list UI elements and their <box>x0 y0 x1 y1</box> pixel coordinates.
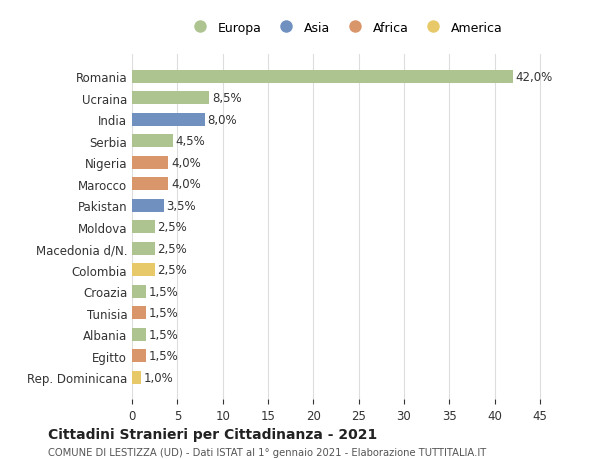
Text: 1,5%: 1,5% <box>148 307 178 319</box>
Bar <box>132 371 141 384</box>
Text: COMUNE DI LESTIZZA (UD) - Dati ISTAT al 1° gennaio 2021 - Elaborazione TUTTITALI: COMUNE DI LESTIZZA (UD) - Dati ISTAT al … <box>48 447 486 457</box>
Bar <box>132 263 155 276</box>
Bar <box>132 242 155 255</box>
Text: 4,0%: 4,0% <box>171 178 201 191</box>
Bar <box>132 157 168 169</box>
Text: 2,5%: 2,5% <box>157 221 187 234</box>
Text: 8,0%: 8,0% <box>207 113 237 127</box>
Text: 42,0%: 42,0% <box>515 71 553 84</box>
Text: 2,5%: 2,5% <box>157 242 187 255</box>
Bar <box>132 135 173 148</box>
Text: 8,5%: 8,5% <box>212 92 241 105</box>
Bar <box>132 92 209 105</box>
Text: Cittadini Stranieri per Cittadinanza - 2021: Cittadini Stranieri per Cittadinanza - 2… <box>48 427 377 441</box>
Bar <box>132 113 205 127</box>
Text: 4,0%: 4,0% <box>171 157 201 169</box>
Legend: Europa, Asia, Africa, America: Europa, Asia, Africa, America <box>182 17 508 39</box>
Bar <box>132 221 155 234</box>
Bar <box>132 285 146 298</box>
Text: 2,5%: 2,5% <box>157 263 187 277</box>
Text: 1,5%: 1,5% <box>148 328 178 341</box>
Bar <box>132 307 146 319</box>
Text: 1,0%: 1,0% <box>144 371 173 384</box>
Bar <box>132 349 146 362</box>
Text: 1,5%: 1,5% <box>148 349 178 362</box>
Bar <box>132 199 164 212</box>
Text: 4,5%: 4,5% <box>176 135 205 148</box>
Bar <box>132 328 146 341</box>
Bar <box>132 71 512 84</box>
Text: 1,5%: 1,5% <box>148 285 178 298</box>
Text: 3,5%: 3,5% <box>166 199 196 212</box>
Bar <box>132 178 168 191</box>
